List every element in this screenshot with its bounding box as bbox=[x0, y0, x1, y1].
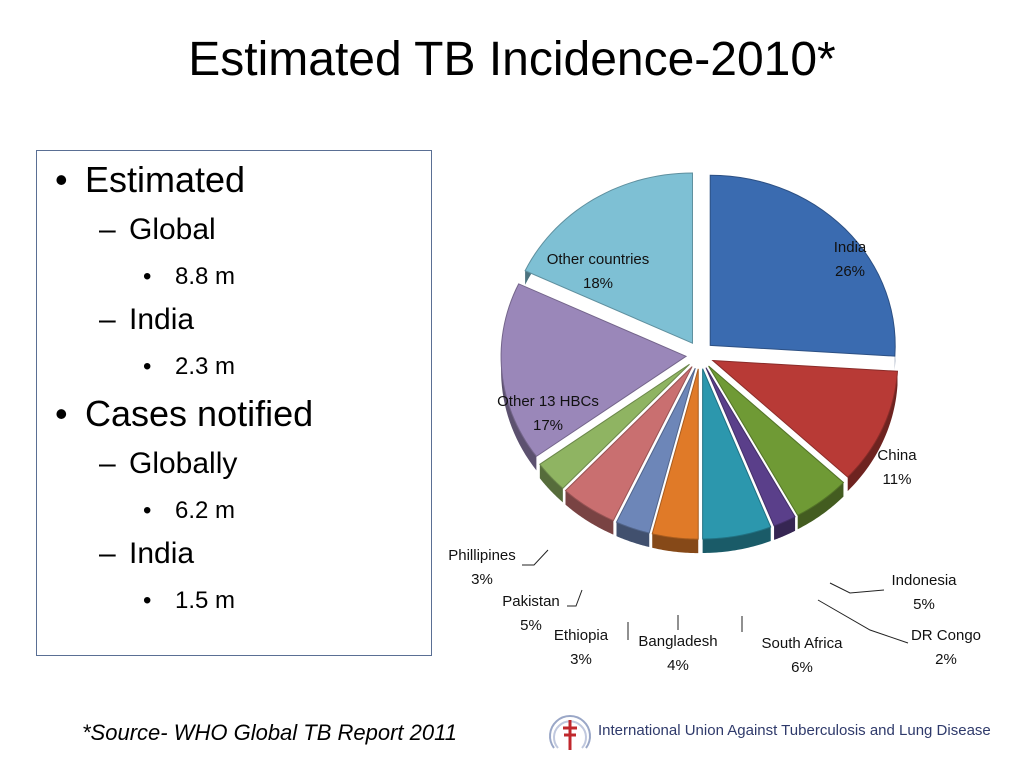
pie-slice-top bbox=[615, 367, 696, 534]
slice-category-label: Phillipines bbox=[448, 547, 516, 564]
slice-category-label: South Africa bbox=[762, 635, 844, 652]
leader-line bbox=[522, 549, 549, 566]
pie-slice-top bbox=[539, 363, 690, 490]
pie-slice-top bbox=[564, 366, 693, 522]
union-logo-text: International Union Against Tuberculosis… bbox=[598, 722, 991, 739]
pie-slice-india bbox=[709, 174, 896, 371]
slice-category-label: Ethiopia bbox=[554, 627, 609, 644]
slice-percent-label: 5% bbox=[913, 596, 935, 613]
bullet-text: India bbox=[129, 537, 195, 570]
source-note: *Source- WHO Global TB Report 2011 bbox=[82, 720, 457, 745]
pie-slice-top bbox=[708, 365, 845, 516]
slice-category-label: Other countries bbox=[547, 251, 650, 268]
pie-slice-phillipines bbox=[539, 363, 690, 503]
bullet-marker: • bbox=[55, 393, 68, 434]
pie-slice-indonesia bbox=[708, 365, 845, 530]
pie-slice-other-13-hbcs bbox=[500, 283, 688, 471]
bullet-marker: • bbox=[143, 587, 152, 614]
pie-slice-side bbox=[565, 490, 614, 535]
pie-slice-side bbox=[501, 283, 537, 471]
pie-slice-top bbox=[651, 368, 699, 540]
pie-slice-side bbox=[702, 527, 771, 553]
bullet-marker: – bbox=[99, 537, 116, 570]
slice-percent-label: 3% bbox=[471, 571, 493, 588]
bullet-marker: • bbox=[55, 159, 68, 200]
bullet-marker: • bbox=[143, 497, 152, 524]
slice-percent-label: 2% bbox=[935, 651, 957, 668]
slice-percent-label: 26% bbox=[835, 263, 865, 280]
pie-slice-top bbox=[702, 368, 772, 540]
pie-slice-side bbox=[616, 522, 650, 548]
slice-percent-label: 18% bbox=[583, 275, 613, 292]
pie-slice-top bbox=[705, 367, 796, 527]
pie-slice-top bbox=[711, 359, 899, 478]
slice-category-label: India bbox=[834, 239, 867, 256]
pie-slice-south-africa bbox=[702, 368, 772, 553]
pie-slice-top bbox=[709, 174, 896, 357]
bullet-marker: – bbox=[99, 447, 116, 480]
bullet-text: Cases notified bbox=[85, 393, 314, 434]
bullet-text: Estimated bbox=[85, 159, 246, 200]
pie-slice-pakistan bbox=[564, 366, 693, 535]
leader-line bbox=[829, 582, 885, 594]
union-logo: International Union Against Tuberculosis… bbox=[546, 708, 1016, 758]
bullet-text: 8.8 m bbox=[175, 263, 236, 290]
pie-slice-top bbox=[524, 172, 693, 344]
bullet-marker: – bbox=[99, 303, 116, 336]
slide-title: Estimated TB Incidence-2010* bbox=[188, 33, 836, 86]
slice-category-label: Pakistan bbox=[502, 593, 560, 610]
slice-category-label: Bangladesh bbox=[638, 633, 717, 650]
pie-slice-china bbox=[711, 359, 899, 492]
pie-slice-ethiopia bbox=[615, 367, 696, 548]
bullet-marker: – bbox=[99, 213, 116, 246]
bullet-marker: • bbox=[143, 353, 152, 380]
bullet-marker: • bbox=[143, 263, 152, 290]
bullet-text: 1.5 m bbox=[175, 587, 236, 614]
pie-slice-side bbox=[774, 516, 796, 540]
slice-category-label: Indonesia bbox=[891, 572, 957, 589]
slice-category-label: Other 13 HBCs bbox=[497, 393, 599, 410]
pie-slice-side bbox=[652, 533, 699, 554]
pie-slice-dr-congo bbox=[705, 367, 796, 540]
leader-line bbox=[567, 589, 583, 607]
slice-percent-label: 17% bbox=[533, 417, 563, 434]
bullet-text: Global bbox=[129, 213, 216, 246]
pie-slice-bangladesh bbox=[651, 368, 699, 554]
pie-slice-other-countries bbox=[524, 172, 693, 344]
bullet-text: 2.3 m bbox=[175, 353, 236, 380]
union-cross-icon bbox=[549, 715, 591, 750]
bullet-text: Globally bbox=[129, 447, 238, 480]
pie-slice-top bbox=[500, 283, 688, 458]
bullet-text: India bbox=[129, 303, 195, 336]
pie-slice-side bbox=[539, 464, 563, 503]
slice-percent-label: 5% bbox=[520, 617, 542, 634]
leader-line bbox=[817, 599, 909, 644]
slice-category-label: China bbox=[877, 447, 917, 464]
bullet-list-box: • Estimated – Global • 8.8 m – India • 2.3 m • Case… bbox=[36, 150, 432, 656]
pie-chart: India 26% China 11% Indonesia 5% DR Congo 2% Sou… bbox=[448, 172, 981, 676]
pie-slice-side bbox=[797, 482, 844, 530]
pie-slice-side bbox=[847, 371, 898, 492]
slice-percent-label: 3% bbox=[570, 651, 592, 668]
slice-category-label: DR Congo bbox=[911, 627, 981, 644]
bullet-text: 6.2 m bbox=[175, 497, 236, 524]
slice-percent-label: 6% bbox=[791, 659, 813, 676]
slice-percent-label: 11% bbox=[883, 471, 912, 488]
slice-percent-label: 4% bbox=[667, 657, 689, 674]
